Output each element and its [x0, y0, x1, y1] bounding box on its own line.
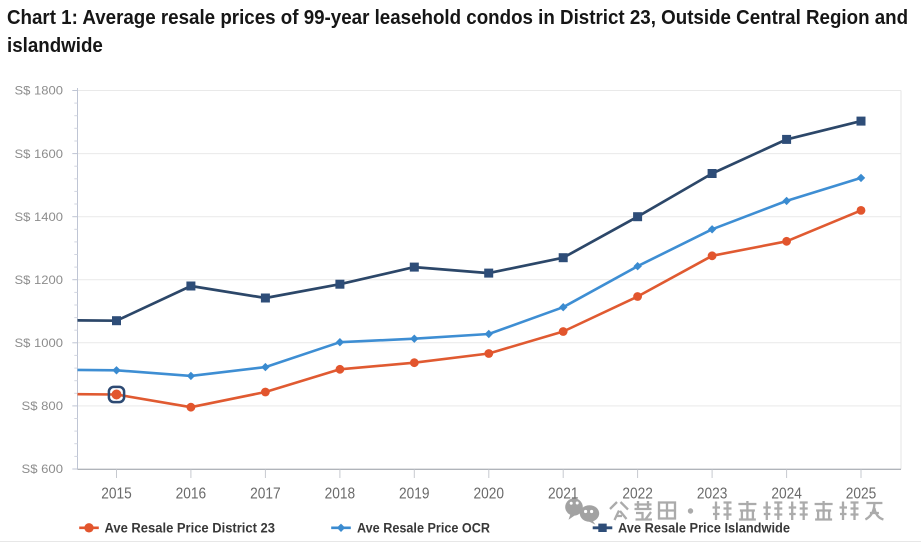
svg-text:S$ 1400: S$ 1400	[15, 210, 64, 224]
svg-text:S$ 600: S$ 600	[22, 462, 64, 476]
svg-text:2018: 2018	[325, 486, 356, 503]
svg-text:2021: 2021	[548, 486, 579, 503]
svg-text:2015: 2015	[101, 486, 132, 503]
svg-text:S$ 1600: S$ 1600	[15, 147, 64, 161]
svg-text:2017: 2017	[250, 486, 281, 503]
svg-text:Ave Resale Price Islandwide: Ave Resale Price Islandwide	[618, 521, 790, 536]
svg-text:S$ 1800: S$ 1800	[15, 84, 64, 98]
svg-text:2024: 2024	[771, 486, 802, 503]
svg-text:S$ 1200: S$ 1200	[15, 273, 64, 287]
svg-text:2022: 2022	[622, 486, 653, 503]
svg-text:2023: 2023	[697, 486, 728, 503]
svg-text:Ave Resale Price District 23: Ave Resale Price District 23	[105, 521, 276, 536]
svg-text:S$ 800: S$ 800	[22, 399, 64, 413]
svg-text:S$ 1000: S$ 1000	[15, 336, 64, 350]
svg-text:2020: 2020	[474, 486, 505, 503]
svg-text:2016: 2016	[176, 486, 207, 503]
svg-text:Ave Resale Price OCR: Ave Resale Price OCR	[357, 521, 490, 536]
svg-text:2019: 2019	[399, 486, 430, 503]
svg-text:2025: 2025	[846, 486, 877, 503]
